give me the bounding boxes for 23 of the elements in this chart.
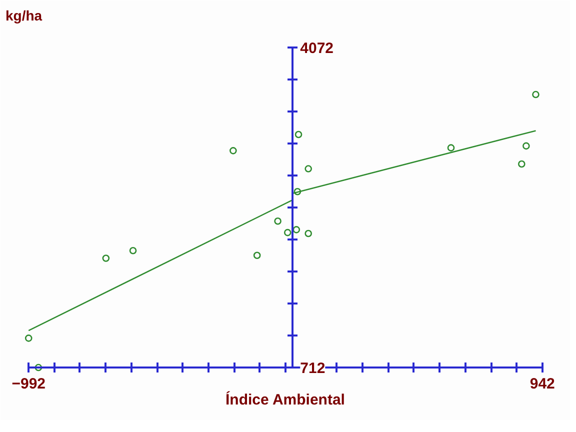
point <box>24 334 32 342</box>
point <box>304 230 312 238</box>
point <box>294 188 302 196</box>
point <box>522 142 530 150</box>
point <box>304 165 312 172</box>
point <box>34 364 42 372</box>
y-tick-label: 712 <box>300 360 326 378</box>
y-axis-title: kg/ha <box>6 8 42 24</box>
point <box>102 254 110 262</box>
point <box>129 246 137 254</box>
point <box>274 217 282 225</box>
x-axis-title: Índice Ambiental <box>225 390 345 408</box>
point <box>532 90 540 98</box>
point <box>294 130 302 138</box>
point <box>253 252 261 260</box>
point <box>447 144 455 152</box>
point <box>230 147 237 154</box>
x-tick-label: 942 <box>530 376 555 393</box>
point <box>284 228 292 236</box>
point <box>292 226 300 234</box>
y-tick-label: 4072 <box>300 40 334 58</box>
point <box>518 160 526 168</box>
x-tick-label: −992 <box>12 376 46 393</box>
